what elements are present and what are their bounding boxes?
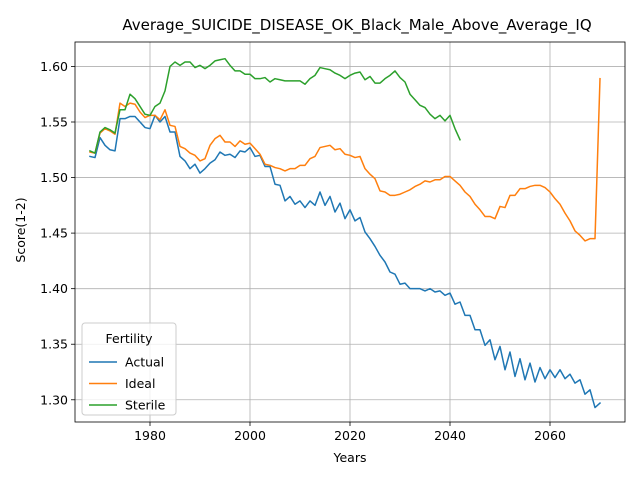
legend-title: Fertility [106,331,154,346]
legend: Fertility Actual Ideal Sterile [81,322,177,416]
legend-label-actual: Actual [125,355,164,370]
legend-box [81,322,177,416]
y-tick-label: 1.60 [40,59,68,74]
y-tick-label: 1.45 [40,226,68,241]
x-tick-label: 1980 [134,428,166,443]
series-line-ideal [89,77,601,242]
x-tick-label: 2040 [434,428,466,443]
axes-layer: 1980 2000 2020 2040 2060 1.30 1.35 1.40 1.45 1.50… [40,41,626,443]
series-line-sterile [89,57,461,154]
x-tick-label: 2020 [334,428,366,443]
x-tick-label: 2000 [234,428,266,443]
series-layer [89,57,602,409]
series-line-actual [89,114,602,409]
y-tick-label: 1.40 [40,281,68,296]
y-tick-label: 1.35 [40,337,68,352]
y-tick-label: 1.30 [40,392,68,407]
legend-label-sterile: Sterile [125,398,166,413]
grid-layer [75,42,625,422]
chart-title: Average_SUICIDE_DISEASE_OK_Black_Male_Ab… [122,16,591,35]
legend-label-ideal: Ideal [125,376,155,391]
x-tick-label: 2060 [534,428,566,443]
x-axis-label: Years [333,450,367,465]
y-tick-label: 1.50 [40,170,68,185]
y-tick-label: 1.55 [40,115,68,130]
y-axis-label: Score(1-2) [13,197,28,262]
